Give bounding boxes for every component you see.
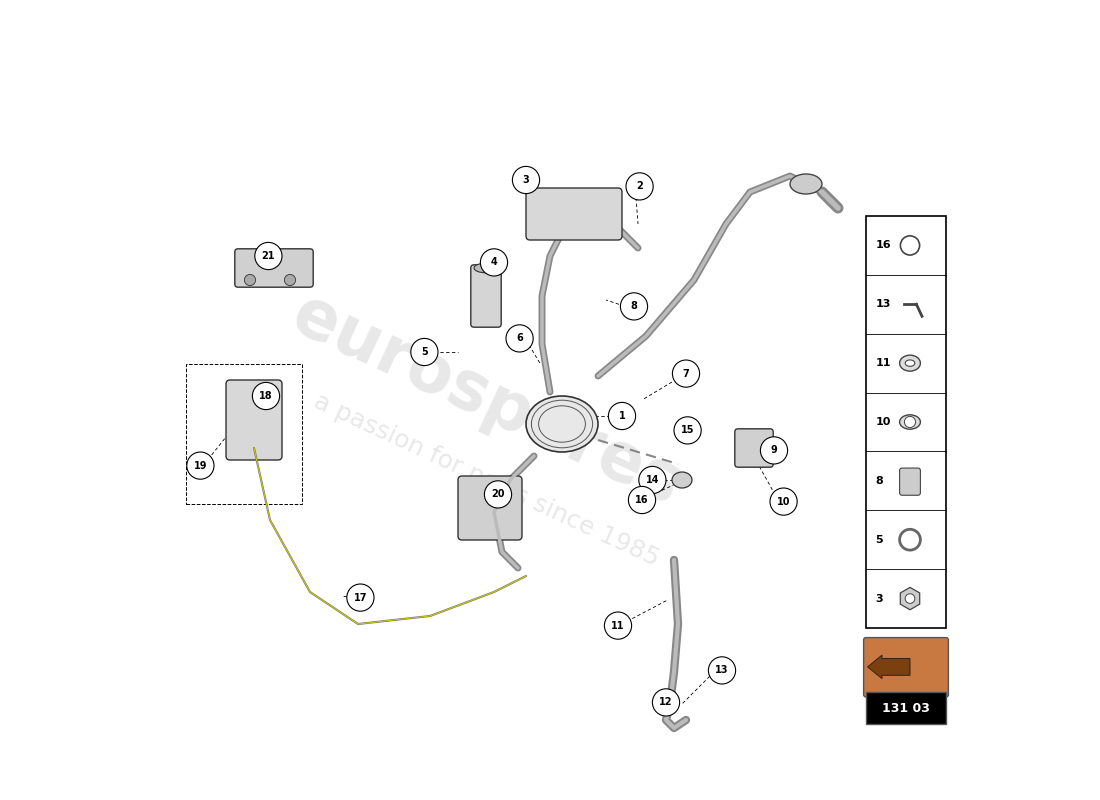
Circle shape [639,466,665,494]
Text: 10: 10 [777,497,790,506]
Text: a passion for parts since 1985: a passion for parts since 1985 [309,389,662,571]
Ellipse shape [474,263,498,273]
Bar [866,692,946,724]
FancyBboxPatch shape [234,249,313,287]
Text: 1: 1 [618,411,626,421]
Circle shape [410,338,438,366]
Text: 11: 11 [612,621,625,630]
Circle shape [255,242,282,270]
Circle shape [244,274,255,286]
Circle shape [285,274,296,286]
FancyBboxPatch shape [526,188,621,240]
Circle shape [904,416,915,427]
FancyBboxPatch shape [900,468,921,495]
Circle shape [672,360,700,387]
FancyArrow shape [868,655,910,678]
Ellipse shape [900,355,921,371]
Text: 7: 7 [683,369,690,378]
FancyBboxPatch shape [471,265,502,327]
Text: 5: 5 [421,347,428,357]
Text: 5: 5 [876,534,883,545]
Circle shape [513,166,540,194]
Circle shape [626,173,653,200]
Text: 17: 17 [353,593,367,602]
Text: eurospares: eurospares [280,281,691,519]
FancyBboxPatch shape [864,638,948,697]
Ellipse shape [526,396,598,452]
Text: 9: 9 [771,446,778,455]
Circle shape [481,249,507,276]
Circle shape [608,402,636,430]
Ellipse shape [900,414,921,429]
Circle shape [620,293,648,320]
Text: 13: 13 [876,299,891,310]
Circle shape [708,657,736,684]
Circle shape [187,452,214,479]
Circle shape [506,325,534,352]
Text: 4: 4 [491,258,497,267]
Circle shape [628,486,656,514]
FancyBboxPatch shape [226,380,282,460]
Text: 13: 13 [715,666,728,675]
Text: 15: 15 [681,426,694,435]
Text: 16: 16 [636,495,649,505]
Text: 11: 11 [876,358,891,368]
Circle shape [760,437,788,464]
Text: 10: 10 [876,417,891,427]
Text: 16: 16 [876,241,891,250]
Text: 2: 2 [636,182,644,191]
Ellipse shape [790,174,822,194]
Circle shape [652,689,680,716]
Text: 12: 12 [659,698,673,707]
Text: 6: 6 [516,334,522,343]
Circle shape [604,612,631,639]
Text: 18: 18 [260,391,273,401]
FancyBboxPatch shape [458,476,522,540]
Text: 3: 3 [522,175,529,185]
Text: 20: 20 [492,490,505,499]
Text: 131 03: 131 03 [882,702,930,714]
Circle shape [484,481,512,508]
Text: 19: 19 [194,461,207,470]
Circle shape [674,417,701,444]
FancyBboxPatch shape [735,429,773,467]
Ellipse shape [672,472,692,488]
Bar [186,364,302,504]
Text: 14: 14 [646,475,659,485]
Text: 3: 3 [876,594,883,603]
Circle shape [905,594,915,603]
Text: 21: 21 [262,251,275,261]
Circle shape [770,488,798,515]
Ellipse shape [905,360,915,366]
Text: 8: 8 [630,302,637,311]
Bar [866,216,946,628]
Circle shape [346,584,374,611]
Text: 8: 8 [876,476,883,486]
Circle shape [252,382,279,410]
